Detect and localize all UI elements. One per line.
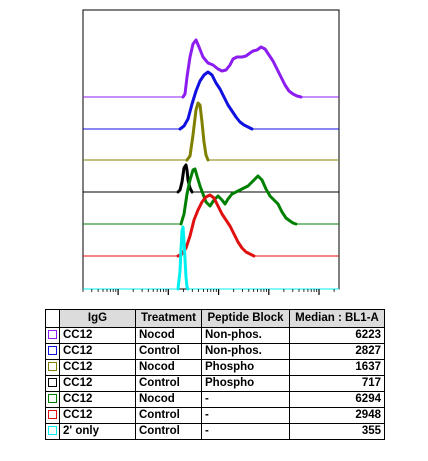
legend-swatch: [48, 362, 57, 372]
legend-cell-peptide-block: Phospho: [201, 375, 290, 392]
legend-cell-swatch: [45, 423, 60, 440]
legend-cell-igg: CC12: [59, 327, 136, 344]
x-axis-ticks: [82, 289, 335, 295]
legend-swatch: [48, 410, 57, 420]
legend-body: CC12 Nocod Non-phos. 6223 CC12 Control Non-pho…: [45, 327, 385, 440]
legend-cell-swatch: [45, 343, 60, 360]
legend-cell-median: 2827: [289, 343, 385, 360]
legend-cell-peptide-block: -: [201, 391, 290, 408]
legend-row: CC12 Nocod Non-phos. 6223: [45, 327, 385, 344]
legend-cell-treatment: Control: [135, 375, 202, 392]
legend-cell-peptide-block: -: [201, 407, 290, 424]
histogram-baseline-3: [83, 102, 339, 161]
legend-cell-peptide-block: Phospho: [201, 359, 290, 376]
legend-cell-swatch: [45, 327, 60, 344]
legend-swatch: [48, 346, 57, 356]
legend-swatch: [48, 378, 57, 388]
legend-cell-median: 717: [289, 375, 385, 392]
legend-row: 2' only Control -355: [45, 423, 385, 440]
legend-cell-treatment: Nocod: [135, 359, 202, 376]
legend-cell-treatment: Control: [135, 343, 202, 360]
legend-cell-median: 355: [289, 423, 385, 440]
legend-cell-swatch: [45, 407, 60, 424]
legend-row: CC12 Control Phospho 717: [45, 375, 385, 392]
legend-table: IgG Treatment Peptide Block Median : BL1…: [45, 309, 385, 440]
legend-header-median: Median : BL1-A: [289, 309, 385, 328]
histogram-trace-5: [179, 167, 298, 226]
legend-cell-igg: CC12: [59, 407, 136, 424]
legend-cell-median: 6223: [289, 327, 385, 344]
legend-header-row: IgG Treatment Peptide Block Median : BL1…: [45, 309, 385, 328]
legend-cell-swatch: [45, 359, 60, 376]
legend-row: CC12 Nocod -6294: [45, 391, 385, 408]
legend-cell-swatch: [45, 391, 60, 408]
histogram-baseline-4: [83, 163, 339, 193]
histogram-baseline-7: [83, 226, 339, 290]
histogram-traces: [83, 38, 339, 291]
legend-swatch: [48, 330, 57, 340]
legend-swatch: [48, 394, 57, 404]
histogram-baseline-1: [83, 39, 339, 98]
legend-cell-treatment: Nocod: [135, 327, 202, 344]
legend-header-treatment: Treatment: [135, 309, 202, 328]
legend-cell-igg: CC12: [59, 359, 136, 376]
legend-header-swatch: [45, 309, 60, 328]
legend-cell-median: 2948: [289, 407, 385, 424]
histogram-trace-3: [185, 101, 210, 162]
histogram-trace-1: [181, 38, 303, 99]
legend-cell-peptide-block: Non-phos.: [201, 327, 290, 344]
legend-cell-igg: CC12: [59, 391, 136, 408]
legend-cell-igg: 2' only: [59, 423, 136, 440]
legend-row: CC12 Nocod Phospho 1637: [45, 359, 385, 376]
histogram-trace-2: [178, 70, 254, 131]
histogram-overlay-plot: [82, 9, 340, 295]
legend-cell-igg: CC12: [59, 375, 136, 392]
legend-cell-swatch: [45, 375, 60, 392]
legend-cell-treatment: Nocod: [135, 391, 202, 408]
legend-swatch: [48, 426, 57, 436]
histogram-baseline-2: [83, 71, 339, 130]
legend-header-igg: IgG: [59, 309, 136, 328]
legend-cell-peptide-block: Non-phos.: [201, 343, 290, 360]
legend-cell-median: 1637: [289, 359, 385, 376]
legend-cell-median: 6294: [289, 391, 385, 408]
legend-cell-igg: CC12: [59, 343, 136, 360]
legend-cell-treatment: Control: [135, 407, 202, 424]
legend-cell-peptide-block: -: [201, 423, 290, 440]
histogram-trace-7: [176, 225, 190, 291]
legend-cell-treatment: Control: [135, 423, 202, 440]
legend-header-peptide-block: Peptide Block: [201, 309, 290, 328]
plot-frame: [82, 9, 340, 290]
legend-row: CC12 Control Non-phos. 2827: [45, 343, 385, 360]
histogram-trace-6: [176, 193, 256, 258]
legend-row: CC12 Control -2948: [45, 407, 385, 424]
